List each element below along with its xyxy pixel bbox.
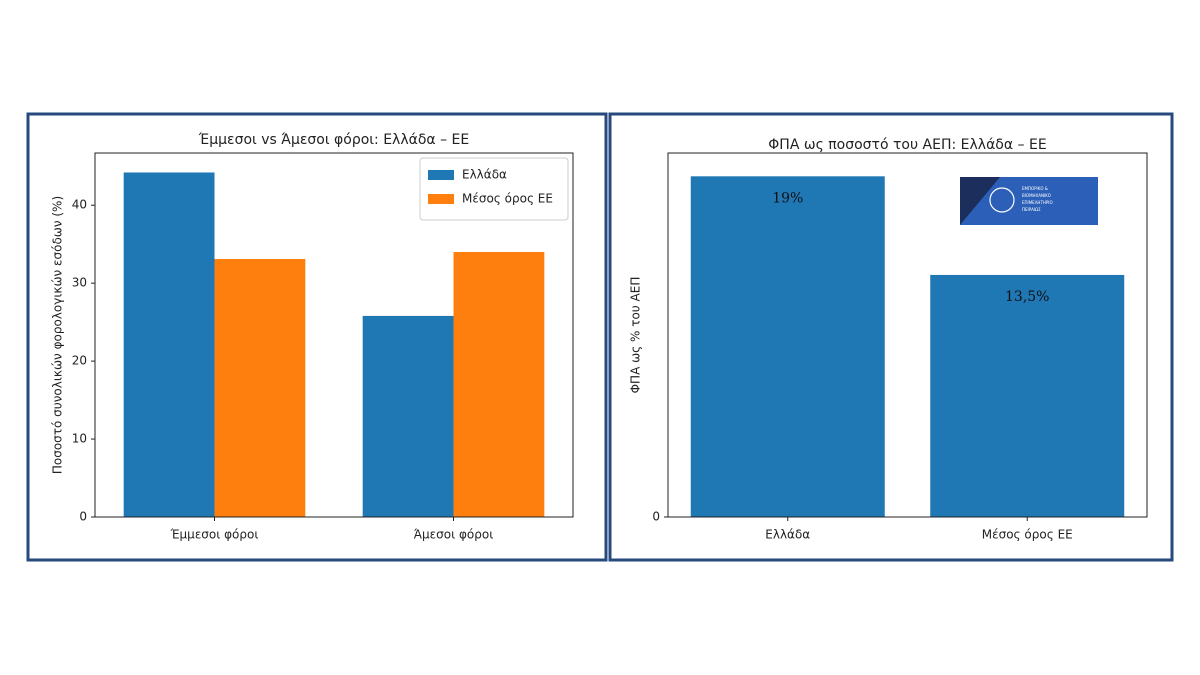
- legend-box: [419, 157, 569, 221]
- x-tick-label: Έμμεσοι φόροι: [170, 528, 259, 542]
- logo-text: ΕΠΙΜΕΛΗΤΗΡΙΟ: [1022, 200, 1053, 205]
- bar: [214, 259, 306, 517]
- legend-label: Μέσος όρος ΕΕ: [462, 192, 553, 206]
- x-tick-label: Μέσος όρος ΕΕ: [982, 528, 1073, 542]
- logo: ΕΜΠΟΡΙΚΟ & ΒΙΟΜΗΧΑΝΙΚΟ ΕΠΙΜΕΛΗΤΗΡΙΟ ΠΕΙΡ…: [960, 177, 1098, 225]
- bar: [362, 315, 454, 517]
- y-tick-label: 10: [72, 432, 87, 446]
- right-panel-frame: [608, 112, 1174, 562]
- value-label: 13,5%: [1005, 289, 1049, 305]
- chart-title: ΦΠΑ ως ποσοστό του ΑΕΠ: Ελλάδα – ΕΕ: [768, 137, 1046, 153]
- value-label: 19%: [772, 190, 803, 206]
- y-tick-label: 20: [72, 354, 87, 368]
- x-tick-label: Άμεσοι φόροι: [414, 528, 494, 542]
- plot-frame: [94, 152, 574, 518]
- logo-emblem: [989, 187, 1015, 213]
- logo-text: ΕΜΠΟΡΙΚΟ &: [1022, 186, 1048, 191]
- bar: [930, 274, 1125, 517]
- y-tick-label: 0: [652, 510, 660, 524]
- legend-swatch: [428, 170, 454, 180]
- y-tick-label: 30: [72, 276, 87, 290]
- left-panel-frame: [26, 112, 608, 562]
- bar: [690, 176, 885, 517]
- legend-swatch: [428, 194, 454, 204]
- y-tick-label: 0: [79, 510, 87, 524]
- logo-text: ΠΕΙΡΑΙΩΣ: [1022, 207, 1041, 212]
- y-tick-label: 40: [72, 198, 87, 212]
- bar: [453, 251, 545, 517]
- plot-frame: [667, 152, 1148, 518]
- logo-text: ΒΙΟΜΗΧΑΝΙΚΟ: [1022, 193, 1051, 198]
- x-tick-label: Ελλάδα: [765, 528, 810, 542]
- logo-shape: [960, 177, 1000, 225]
- y-axis-label: ΦΠΑ ως % του ΑΕΠ: [629, 277, 643, 394]
- y-axis-label: Ποσοστό συνολικών φορολογικών εσόδων (%): [51, 196, 65, 474]
- chart-title: Έμμεσοι vs Άμεσοι φόροι: Ελλάδα – ΕΕ: [198, 132, 469, 148]
- legend-label: Ελλάδα: [462, 168, 507, 182]
- bar: [123, 172, 215, 517]
